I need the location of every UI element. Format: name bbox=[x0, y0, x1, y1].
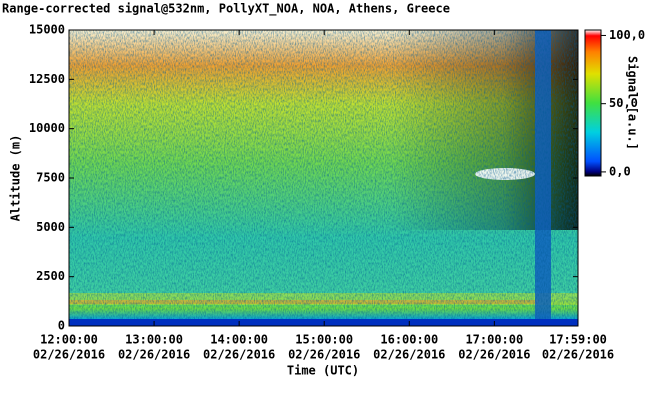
x-tick-date: 02/26/2016 bbox=[203, 348, 275, 362]
colorbar-tick-label: 50,0 bbox=[609, 96, 638, 110]
colorbar-label: Signal [a.u.] bbox=[626, 56, 640, 150]
x-tick-date: 02/26/2016 bbox=[458, 348, 530, 362]
y-tick-label: 5000 bbox=[36, 220, 65, 234]
x-tick-label: 17:59:00 bbox=[549, 333, 607, 347]
y-axis-label: Altitude (m) bbox=[9, 135, 23, 222]
y-tick-label: 0 bbox=[58, 319, 65, 333]
x-tick-label: 15:00:00 bbox=[295, 333, 353, 347]
x-axis-label: Time (UTC) bbox=[287, 364, 359, 378]
x-tick-date: 02/26/2016 bbox=[542, 348, 614, 362]
x-tick-date: 02/26/2016 bbox=[118, 348, 190, 362]
colorbar bbox=[584, 29, 602, 177]
x-tick-label: 16:00:00 bbox=[380, 333, 438, 347]
heatmap bbox=[69, 30, 578, 326]
x-tick-date: 02/26/2016 bbox=[288, 348, 360, 362]
chart-title: Range-corrected signal@532nm, PollyXT_NO… bbox=[2, 2, 450, 17]
x-tick-date: 02/26/2016 bbox=[373, 348, 445, 362]
y-tick-label: 2500 bbox=[36, 269, 65, 283]
x-tick-date: 02/26/2016 bbox=[33, 348, 105, 362]
y-tick-label: 10000 bbox=[29, 121, 65, 135]
colorbar-tick-label: 100,0 bbox=[609, 28, 645, 42]
x-tick-label: 14:00:00 bbox=[210, 333, 268, 347]
x-tick-label: 17:00:00 bbox=[465, 333, 523, 347]
y-tick-label: 12500 bbox=[29, 72, 65, 86]
y-tick-label: 15000 bbox=[29, 23, 65, 37]
x-tick-label: 13:00:00 bbox=[125, 333, 183, 347]
y-tick-label: 7500 bbox=[36, 171, 65, 185]
colorbar-tick-label: 0,0 bbox=[609, 164, 631, 178]
x-tick-label: 12:00:00 bbox=[40, 333, 98, 347]
